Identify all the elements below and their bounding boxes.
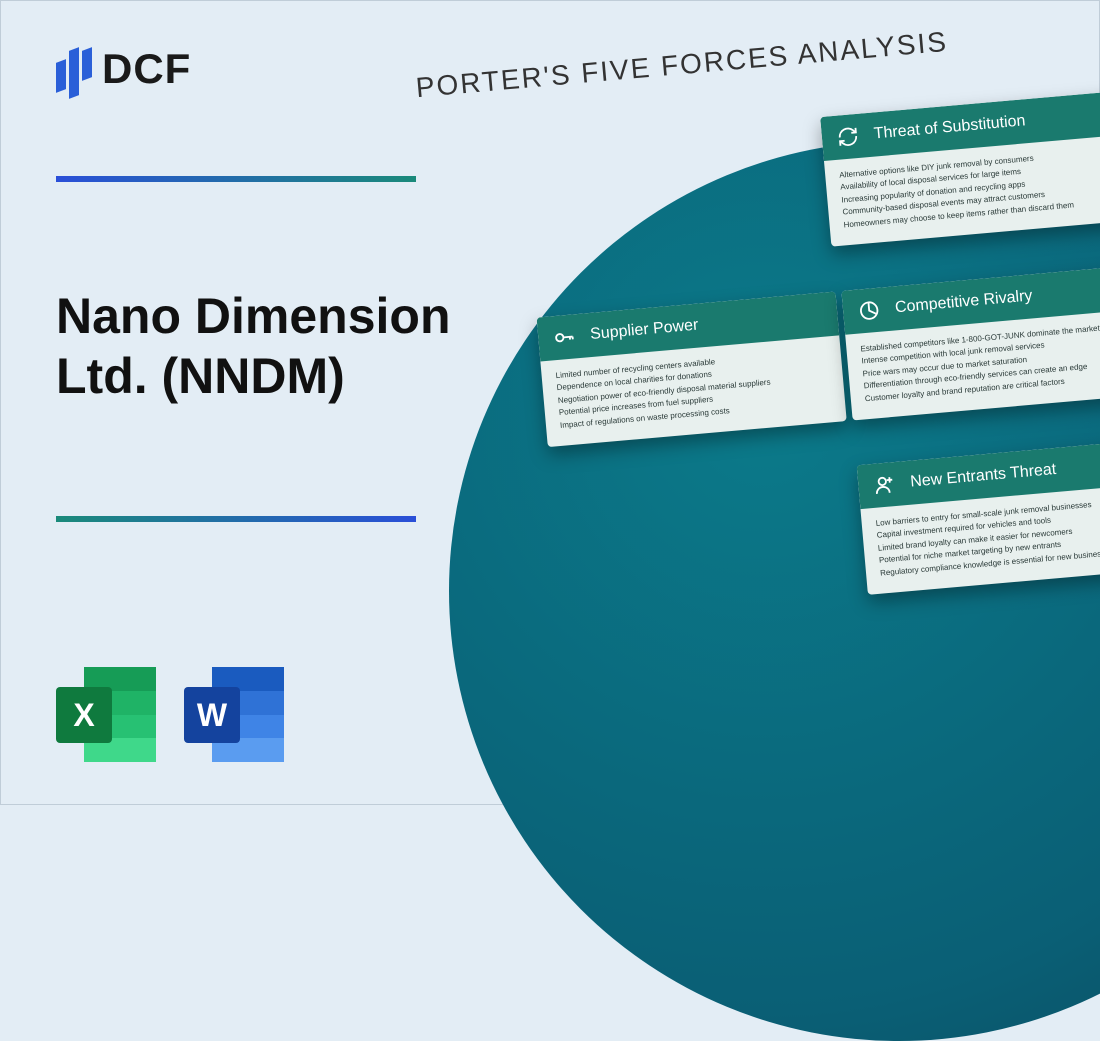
logo-text: DCF (102, 45, 191, 93)
excel-icon: X (56, 667, 156, 762)
word-icon: W (184, 667, 284, 762)
card-title: Competitive Rivalry (894, 287, 1033, 317)
excel-badge: X (56, 687, 112, 743)
refresh-icon (833, 122, 863, 152)
logo: DCF (56, 41, 191, 97)
user-plus-icon (869, 470, 899, 500)
diagram-title: PORTER'S FIVE FORCES ANALYSIS (415, 26, 950, 104)
porter-cards: Threat of Substitution Alternative optio… (521, 91, 1100, 691)
divider-bottom (56, 516, 416, 522)
card-title: Supplier Power (589, 317, 699, 344)
logo-bars-icon (56, 41, 92, 97)
file-icons: X W (56, 667, 284, 762)
card-competitive-rivalry: Competitive Rivalry Established competit… (841, 265, 1100, 421)
card-threat-of-substitution: Threat of Substitution Alternative optio… (820, 91, 1100, 247)
page-title: Nano Dimension Ltd. (NNDM) (56, 286, 516, 406)
card-title: Threat of Substitution (873, 112, 1026, 143)
card-title: New Entrants Threat (910, 461, 1057, 492)
pie-icon (854, 295, 884, 325)
card-new-entrants-threat: New Entrants Threat Low barriers to entr… (857, 439, 1100, 595)
card-supplier-power: Supplier Power Limited number of recycli… (537, 291, 847, 447)
key-icon (549, 322, 579, 352)
word-badge: W (184, 687, 240, 743)
divider-top (56, 176, 416, 182)
